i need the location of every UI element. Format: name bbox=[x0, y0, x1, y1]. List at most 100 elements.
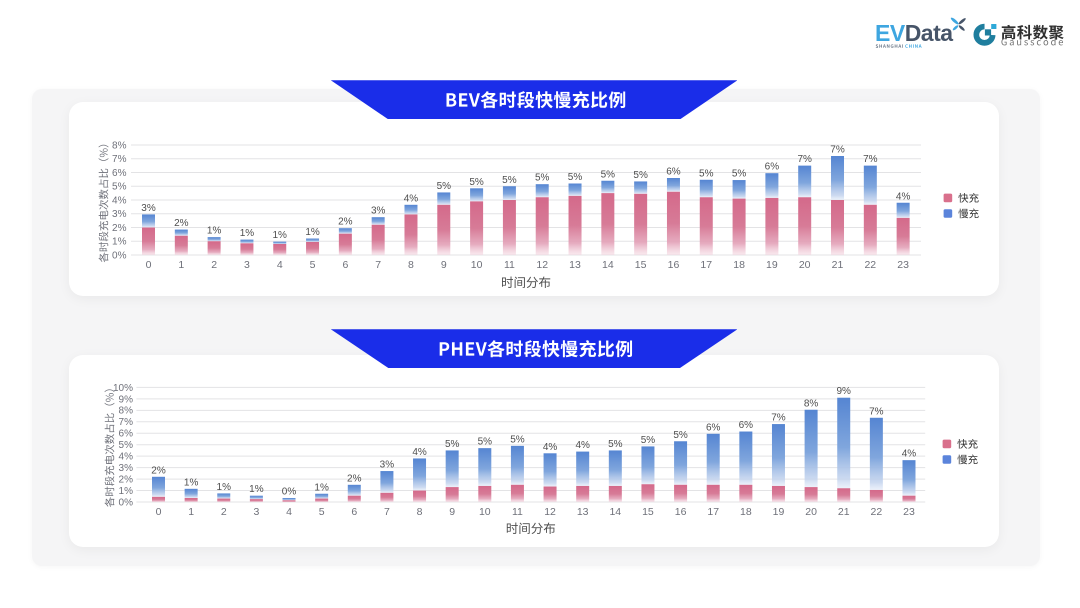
svg-text:2%: 2% bbox=[174, 218, 189, 229]
svg-text:1%: 1% bbox=[184, 477, 199, 488]
svg-text:2%: 2% bbox=[119, 474, 134, 485]
svg-text:0%: 0% bbox=[119, 497, 134, 508]
svg-text:15: 15 bbox=[642, 506, 654, 518]
svg-text:7%: 7% bbox=[797, 154, 812, 165]
svg-text:4: 4 bbox=[286, 506, 292, 518]
svg-text:21: 21 bbox=[832, 259, 844, 271]
svg-text:1%: 1% bbox=[217, 482, 232, 493]
svg-text:5%: 5% bbox=[633, 170, 648, 181]
svg-text:1: 1 bbox=[178, 259, 184, 271]
svg-text:7%: 7% bbox=[112, 154, 127, 165]
svg-text:16: 16 bbox=[675, 506, 687, 518]
svg-text:2%: 2% bbox=[151, 465, 166, 476]
svg-text:23: 23 bbox=[903, 506, 915, 518]
svg-text:22: 22 bbox=[864, 259, 876, 271]
svg-text:10: 10 bbox=[471, 259, 483, 271]
svg-text:4%: 4% bbox=[119, 452, 134, 463]
svg-text:19: 19 bbox=[766, 259, 778, 271]
svg-text:17: 17 bbox=[700, 259, 712, 271]
svg-text:5%: 5% bbox=[568, 172, 583, 183]
svg-text:4%: 4% bbox=[412, 447, 427, 458]
svg-text:1%: 1% bbox=[207, 226, 222, 237]
svg-text:21: 21 bbox=[838, 506, 850, 518]
svg-text:5%: 5% bbox=[445, 439, 460, 450]
svg-text:4%: 4% bbox=[112, 195, 127, 206]
svg-text:5%: 5% bbox=[699, 168, 714, 179]
svg-text:4%: 4% bbox=[543, 442, 558, 453]
svg-text:5: 5 bbox=[310, 259, 316, 271]
svg-text:7%: 7% bbox=[771, 413, 786, 424]
svg-text:7%: 7% bbox=[863, 154, 878, 165]
svg-text:22: 22 bbox=[871, 506, 883, 518]
svg-text:12: 12 bbox=[536, 259, 548, 271]
svg-text:5%: 5% bbox=[119, 440, 134, 451]
svg-text:8%: 8% bbox=[119, 406, 134, 417]
svg-text:4%: 4% bbox=[404, 193, 419, 204]
svg-text:0: 0 bbox=[156, 506, 162, 518]
svg-text:5%: 5% bbox=[608, 439, 623, 450]
svg-text:7: 7 bbox=[375, 259, 381, 271]
svg-text:18: 18 bbox=[740, 506, 752, 518]
svg-text:15: 15 bbox=[635, 259, 647, 271]
svg-text:1%: 1% bbox=[273, 230, 288, 241]
svg-text:20: 20 bbox=[799, 259, 811, 271]
svg-text:5%: 5% bbox=[437, 181, 452, 192]
svg-text:1: 1 bbox=[188, 506, 194, 518]
svg-text:6%: 6% bbox=[119, 429, 134, 440]
svg-text:2%: 2% bbox=[338, 217, 353, 228]
svg-text:11: 11 bbox=[504, 259, 515, 271]
svg-text:5%: 5% bbox=[732, 169, 747, 180]
svg-text:4%: 4% bbox=[896, 191, 911, 202]
svg-text:7%: 7% bbox=[830, 145, 845, 156]
svg-text:2%: 2% bbox=[347, 473, 362, 484]
svg-text:23: 23 bbox=[897, 259, 909, 271]
svg-text:9%: 9% bbox=[837, 386, 852, 397]
svg-text:9: 9 bbox=[441, 259, 447, 271]
svg-text:6%: 6% bbox=[666, 167, 681, 178]
svg-text:0: 0 bbox=[146, 259, 152, 271]
svg-text:8: 8 bbox=[408, 259, 414, 271]
svg-text:13: 13 bbox=[577, 506, 589, 518]
svg-text:2: 2 bbox=[221, 506, 227, 518]
svg-text:9%: 9% bbox=[119, 394, 134, 405]
svg-text:5%: 5% bbox=[478, 437, 493, 448]
svg-text:18: 18 bbox=[733, 259, 745, 271]
svg-text:3%: 3% bbox=[112, 209, 127, 220]
svg-text:11: 11 bbox=[512, 506, 523, 518]
svg-text:6: 6 bbox=[351, 506, 357, 518]
svg-text:12: 12 bbox=[544, 506, 556, 518]
svg-text:9: 9 bbox=[449, 506, 455, 518]
svg-text:3%: 3% bbox=[380, 460, 395, 471]
svg-text:5%: 5% bbox=[673, 430, 688, 441]
svg-text:1%: 1% bbox=[314, 482, 329, 493]
svg-text:6%: 6% bbox=[706, 422, 721, 433]
svg-text:20: 20 bbox=[805, 506, 817, 518]
svg-text:4%: 4% bbox=[902, 449, 917, 460]
svg-text:0%: 0% bbox=[112, 250, 127, 261]
svg-text:17: 17 bbox=[707, 506, 719, 518]
svg-text:5%: 5% bbox=[469, 177, 484, 188]
svg-text:16: 16 bbox=[668, 259, 680, 271]
svg-text:2: 2 bbox=[211, 259, 217, 271]
svg-text:1%: 1% bbox=[112, 237, 127, 248]
svg-text:5%: 5% bbox=[601, 169, 616, 180]
svg-text:10: 10 bbox=[479, 506, 491, 518]
svg-text:3: 3 bbox=[244, 259, 250, 271]
svg-text:4%: 4% bbox=[575, 440, 590, 451]
svg-text:6%: 6% bbox=[765, 162, 780, 173]
svg-text:5%: 5% bbox=[535, 173, 550, 184]
svg-text:8%: 8% bbox=[112, 140, 127, 151]
svg-text:1%: 1% bbox=[119, 486, 134, 497]
svg-text:1%: 1% bbox=[240, 228, 255, 239]
svg-text:10%: 10% bbox=[113, 383, 133, 394]
svg-text:14: 14 bbox=[602, 259, 614, 271]
svg-text:7: 7 bbox=[384, 506, 390, 518]
svg-text:8%: 8% bbox=[804, 398, 819, 409]
svg-text:6%: 6% bbox=[739, 420, 754, 431]
svg-text:3%: 3% bbox=[119, 463, 134, 474]
svg-text:14: 14 bbox=[609, 506, 621, 518]
svg-text:3%: 3% bbox=[371, 206, 386, 217]
svg-text:5%: 5% bbox=[112, 182, 127, 193]
svg-text:3%: 3% bbox=[141, 203, 156, 214]
svg-text:2%: 2% bbox=[112, 223, 127, 234]
